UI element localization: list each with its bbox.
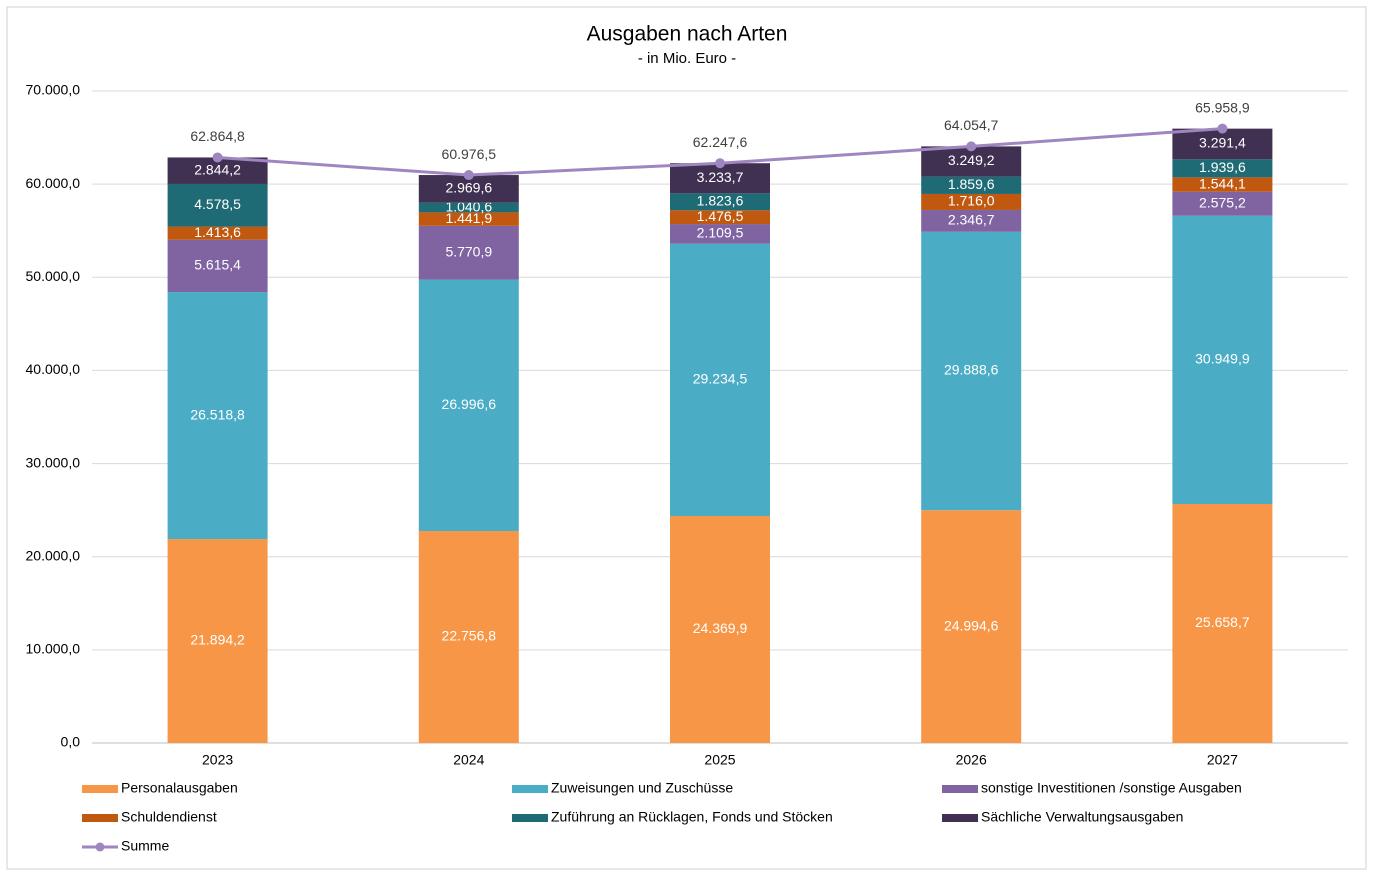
bar-segment: [670, 163, 770, 194]
bar-segment: [670, 210, 770, 225]
legend-swatch: [512, 785, 548, 793]
bar-segment: [921, 193, 1022, 210]
x-tick-label: 2026: [956, 752, 987, 768]
data-label: 21.894,2: [190, 632, 245, 648]
legend-label: sonstige Investitionen /sonstige Ausgabe…: [981, 780, 1242, 796]
y-tick-label: 30.000,0: [26, 454, 81, 470]
legend-label: Sächliche Verwaltungsausgaben: [981, 809, 1183, 825]
line-marker: [966, 141, 977, 152]
data-label: 29.888,6: [944, 362, 999, 378]
y-tick-label: 10.000,0: [26, 641, 81, 657]
y-tick-label: 60.000,0: [26, 175, 81, 191]
data-label: 26.996,6: [442, 396, 497, 412]
data-label: 1.859,6: [948, 176, 995, 192]
bar-segment: [670, 516, 770, 743]
legend-swatch: [512, 814, 548, 822]
chart-title: Ausgaben nach Arten: [587, 23, 788, 46]
bar-segment: [670, 243, 770, 517]
data-label: 2.969,6: [445, 180, 492, 196]
data-label: 64.054,7: [944, 117, 999, 133]
data-label: 30.949,9: [1195, 351, 1250, 367]
bar-segment: [1172, 177, 1273, 192]
legend-label: Schuldendienst: [121, 809, 217, 825]
x-tick-label: 2027: [1207, 752, 1238, 768]
bar-segment: [167, 292, 268, 540]
data-label: 1.823,6: [697, 193, 744, 209]
legend-label: Personalausgaben: [121, 780, 238, 796]
legend-label: Zuweisungen und Zuschüsse: [551, 780, 733, 796]
line-marker: [1217, 123, 1228, 134]
line-marker: [715, 158, 725, 169]
data-label: 2.346,7: [948, 212, 995, 228]
data-label: 1.716,0: [948, 193, 995, 209]
y-tick-label: 50.000,0: [26, 268, 81, 284]
x-tick-label: 2025: [704, 752, 735, 768]
data-label: 3.233,7: [697, 169, 744, 185]
legend-swatch: [95, 842, 105, 852]
legend-label: Summe: [121, 838, 169, 854]
bar-segment: [1172, 191, 1273, 216]
data-label: 4.578,5: [194, 196, 241, 212]
data-label: 62.864,8: [190, 128, 245, 144]
legend-swatch: [942, 814, 978, 822]
data-label: 3.291,4: [1199, 135, 1246, 151]
bar-segment: [1172, 159, 1273, 178]
data-label: 2.844,2: [194, 161, 241, 177]
bar-segment: [418, 531, 519, 743]
bar-segment: [167, 226, 268, 240]
bar-segment: [167, 183, 268, 227]
bar-segment: [1172, 215, 1273, 505]
bar-segment: [921, 146, 1022, 177]
bar-segment: [921, 209, 1022, 232]
data-label: 2.109,5: [697, 225, 744, 241]
bar-segment: [167, 239, 268, 293]
data-label: 5.770,9: [445, 243, 492, 259]
bar-segment: [1172, 128, 1273, 160]
x-tick-label: 2024: [453, 752, 484, 768]
data-label: 22.756,8: [442, 628, 497, 644]
x-tick-label: 2023: [202, 752, 233, 768]
line-marker: [463, 170, 474, 181]
bar-segment: [921, 510, 1022, 743]
data-label: 1.413,6: [194, 224, 241, 240]
data-label: 24.994,6: [944, 617, 999, 633]
bar-segment: [418, 225, 519, 280]
data-label: 60.976,5: [442, 146, 497, 162]
legend-swatch: [82, 785, 118, 793]
bar-segment: [921, 231, 1022, 511]
line-marker: [212, 152, 223, 163]
legend-label: Zuführung an Rücklagen, Fonds und Stöcke…: [551, 809, 833, 825]
y-tick-label: 0,0: [61, 734, 81, 750]
bar-segment: [418, 202, 519, 213]
bar-segment: [418, 212, 519, 226]
bar-segment: [670, 193, 770, 211]
data-label: 25.658,7: [1195, 614, 1250, 630]
data-label: 1.939,6: [1199, 159, 1246, 175]
data-label: 26.518,8: [190, 406, 245, 422]
legend-swatch: [942, 785, 978, 793]
bar-segment: [167, 539, 268, 743]
data-label: 24.369,9: [693, 620, 748, 636]
data-label: 65.958,9: [1195, 99, 1250, 115]
bar-segment: [418, 279, 519, 532]
data-label: 62.247,6: [693, 134, 748, 150]
y-tick-label: 40.000,0: [26, 361, 81, 377]
bar-segment: [921, 176, 1022, 194]
y-tick-label: 20.000,0: [26, 547, 81, 563]
data-label: 29.234,5: [693, 371, 748, 387]
bar-segment: [1172, 504, 1273, 743]
data-label: 2.575,2: [1199, 194, 1246, 210]
bar-segment: [670, 224, 770, 244]
data-label: 1.441,9: [445, 210, 492, 226]
legend-swatch: [82, 814, 118, 822]
y-tick-label: 70.000,0: [26, 82, 81, 98]
data-label: 3.249,2: [948, 152, 995, 168]
chart-subtitle: - in Mio. Euro -: [638, 50, 736, 67]
data-label: 5.615,4: [194, 257, 241, 273]
data-label: 1.476,5: [697, 208, 744, 224]
data-label: 1.544,1: [1199, 175, 1246, 191]
